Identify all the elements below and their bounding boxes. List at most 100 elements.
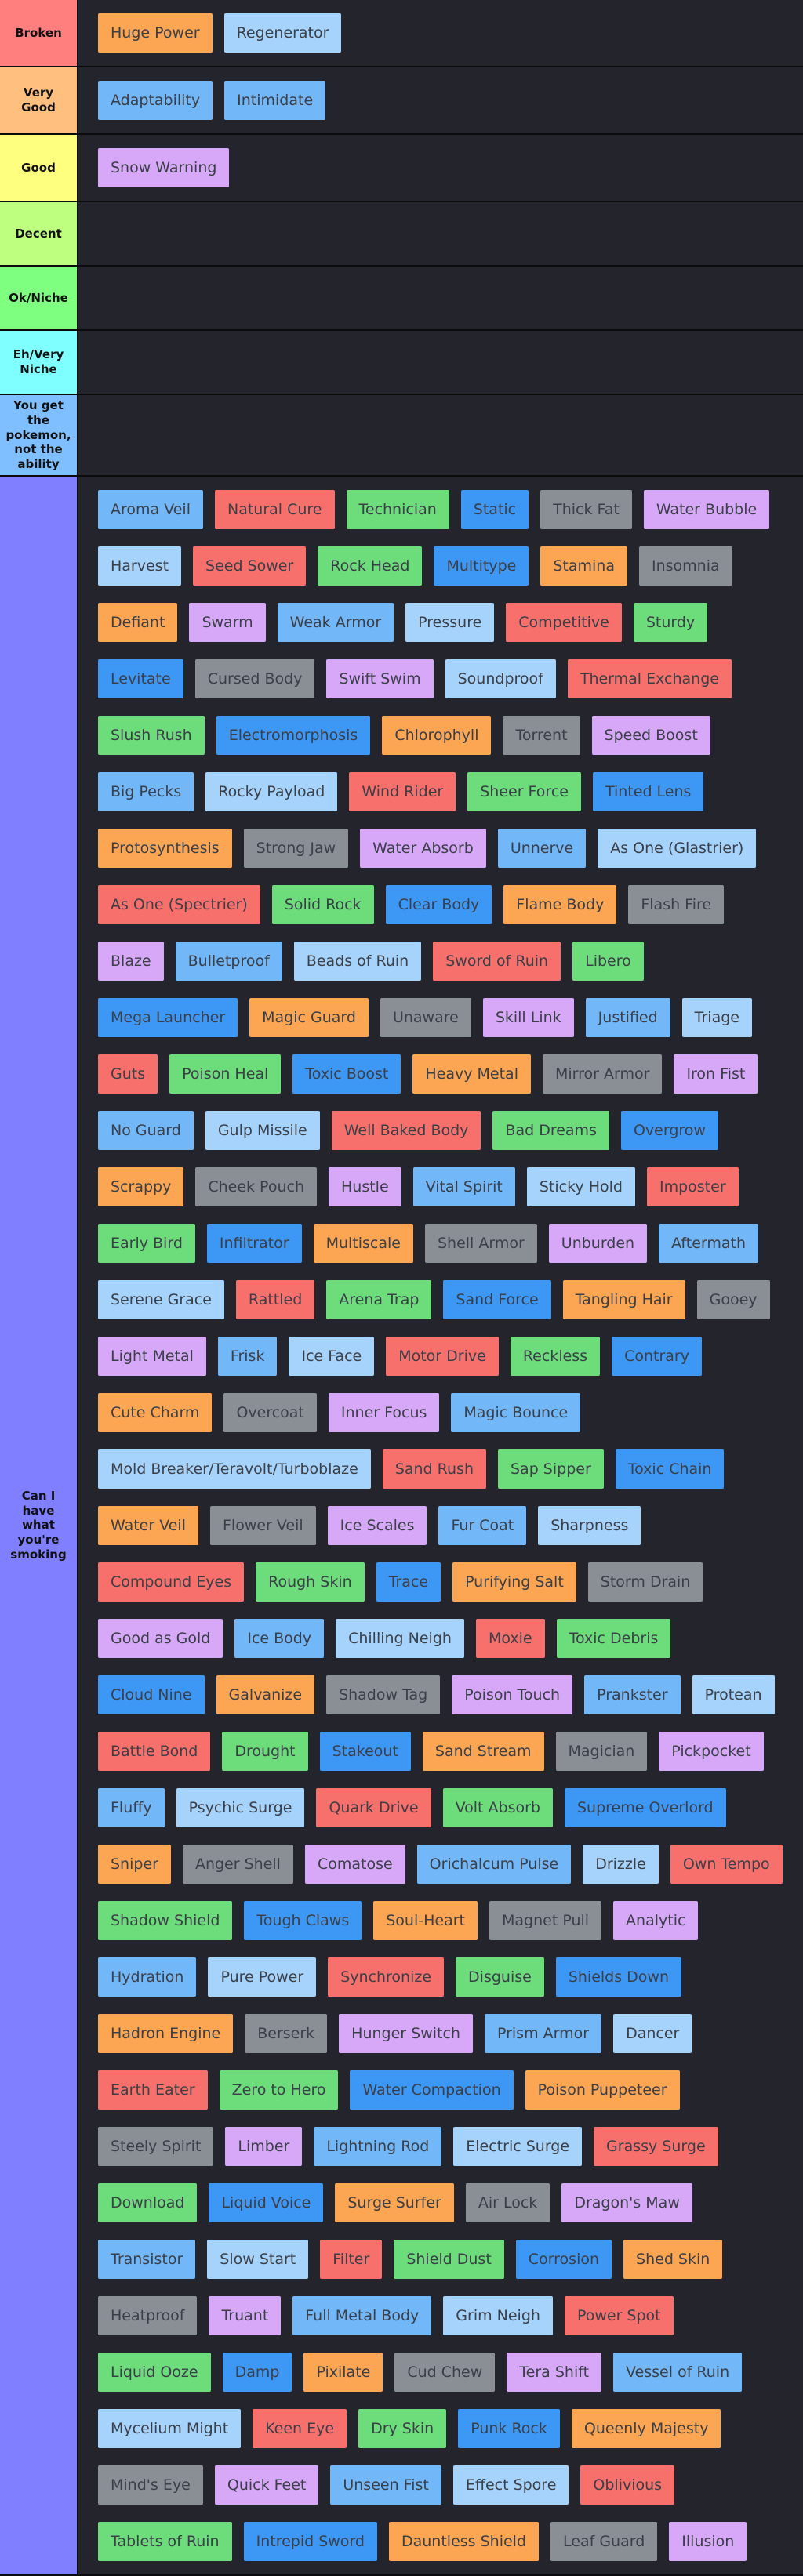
ability-chip[interactable]: Tinted Lens: [592, 771, 704, 811]
ability-chip[interactable]: Ice Face: [289, 1336, 375, 1376]
ability-chip[interactable]: Swarm: [189, 602, 266, 642]
ability-chip[interactable]: Liquid Ooze: [98, 2352, 211, 2392]
ability-chip[interactable]: Inner Focus: [328, 1392, 440, 1432]
ability-chip[interactable]: Shadow Shield: [98, 1900, 233, 1940]
ability-chip[interactable]: Iron Fist: [674, 1054, 758, 1094]
ability-chip[interactable]: Shields Down: [555, 1957, 681, 1997]
ability-chip[interactable]: Soundproof: [445, 659, 556, 698]
ability-chip[interactable]: Water Absorb: [360, 828, 486, 868]
ability-chip[interactable]: Mycelium Might: [98, 2408, 242, 2448]
ability-chip[interactable]: Synchronize: [328, 1957, 445, 1997]
ability-chip[interactable]: Fluffy: [98, 1787, 165, 1827]
ability-chip[interactable]: Unseen Fist: [330, 2465, 441, 2505]
ability-chip[interactable]: Trace: [376, 1562, 441, 1602]
ability-chip[interactable]: Electric Surge: [453, 2126, 583, 2166]
ability-chip[interactable]: Mirror Armor: [542, 1054, 663, 1094]
ability-chip[interactable]: Adaptability: [98, 81, 213, 120]
ability-chip[interactable]: Shadow Tag: [326, 1674, 441, 1714]
ability-chip[interactable]: Cloud Nine: [98, 1674, 205, 1714]
ability-chip[interactable]: Sand Rush: [382, 1449, 486, 1489]
ability-chip[interactable]: Heatproof: [98, 2295, 198, 2335]
ability-chip[interactable]: Psychic Surge: [176, 1787, 305, 1827]
ability-chip[interactable]: Limber: [225, 2126, 303, 2166]
ability-chip[interactable]: Water Compaction: [350, 2070, 514, 2110]
ability-chip[interactable]: Bulletproof: [175, 941, 282, 981]
ability-chip[interactable]: Rattled: [235, 1279, 315, 1319]
ability-chip[interactable]: Protosynthesis: [98, 828, 232, 868]
ability-chip[interactable]: Slow Start: [207, 2239, 309, 2279]
ability-chip[interactable]: Own Tempo: [670, 1844, 783, 1884]
ability-chip[interactable]: Vital Spirit: [412, 1166, 515, 1206]
ability-chip[interactable]: Rough Skin: [256, 1562, 365, 1602]
ability-chip[interactable]: Drought: [222, 1731, 308, 1771]
ability-chip[interactable]: Earth Eater: [98, 2070, 208, 2110]
ability-chip[interactable]: Poison Puppeteer: [525, 2070, 680, 2110]
tier-items[interactable]: Snow Warning: [78, 135, 803, 201]
tier-items[interactable]: [78, 395, 803, 475]
ability-chip[interactable]: Magician: [555, 1731, 648, 1771]
tier-items[interactable]: Aroma Veil Natural Cure Technician Static Th…: [78, 476, 803, 2574]
ability-chip[interactable]: Light Metal: [98, 1336, 206, 1376]
ability-chip[interactable]: Pickpocket: [659, 1731, 764, 1771]
ability-chip[interactable]: Intimidate: [224, 81, 326, 120]
ability-chip[interactable]: Triage: [681, 997, 752, 1037]
ability-chip[interactable]: Soul-Heart: [373, 1900, 478, 1940]
ability-chip[interactable]: Dry Skin: [358, 2408, 447, 2448]
ability-chip[interactable]: Strong Jaw: [243, 828, 349, 868]
ability-chip[interactable]: Disguise: [456, 1957, 544, 1997]
ability-chip[interactable]: Damp: [222, 2352, 292, 2392]
ability-chip[interactable]: Multitype: [434, 546, 529, 586]
ability-chip[interactable]: Imposter: [646, 1166, 739, 1206]
ability-chip[interactable]: Hunger Switch: [339, 2013, 473, 2053]
ability-chip[interactable]: Pixilate: [303, 2352, 383, 2392]
ability-chip[interactable]: Competitive: [506, 602, 622, 642]
ability-chip[interactable]: Arena Trap: [326, 1279, 432, 1319]
ability-chip[interactable]: Sap Sipper: [498, 1449, 604, 1489]
ability-chip[interactable]: Magic Guard: [249, 997, 369, 1037]
ability-chip[interactable]: Analytic: [613, 1900, 699, 1940]
ability-chip[interactable]: Sturdy: [633, 602, 708, 642]
ability-chip[interactable]: Cheek Pouch: [195, 1166, 317, 1206]
ability-chip[interactable]: Chlorophyll: [382, 715, 492, 755]
ability-chip[interactable]: Technician: [346, 489, 449, 529]
ability-chip[interactable]: Steely Spirit: [98, 2126, 214, 2166]
ability-chip[interactable]: Sand Force: [443, 1279, 551, 1319]
ability-chip[interactable]: Liquid Voice: [209, 2182, 324, 2222]
ability-chip[interactable]: Insomnia: [638, 546, 732, 586]
ability-chip[interactable]: Full Metal Body: [292, 2295, 432, 2335]
ability-chip[interactable]: Big Pecks: [98, 771, 194, 811]
tier-items[interactable]: Huge Power Regenerator: [78, 0, 803, 66]
ability-chip[interactable]: Torrent: [503, 715, 580, 755]
ability-chip[interactable]: Sheer Force: [467, 771, 581, 811]
ability-chip[interactable]: Shell Armor: [424, 1223, 537, 1263]
ability-chip[interactable]: Aroma Veil: [98, 489, 203, 529]
ability-chip[interactable]: Leaf Guard: [550, 2521, 658, 2561]
ability-chip[interactable]: Supreme Overlord: [564, 1787, 726, 1827]
ability-chip[interactable]: Cute Charm: [98, 1392, 213, 1432]
ability-chip[interactable]: Contrary: [612, 1336, 702, 1376]
ability-chip[interactable]: Blaze: [98, 941, 164, 981]
ability-chip[interactable]: Tera Shift: [507, 2352, 602, 2392]
ability-chip[interactable]: Toxic Debris: [556, 1618, 671, 1658]
ability-chip[interactable]: Punk Rock: [458, 2408, 560, 2448]
ability-chip[interactable]: Huge Power: [98, 13, 213, 53]
ability-chip[interactable]: Thermal Exchange: [567, 659, 732, 698]
ability-chip[interactable]: Stakeout: [319, 1731, 411, 1771]
ability-chip[interactable]: Hydration: [98, 1957, 197, 1997]
ability-chip[interactable]: Rocky Payload: [205, 771, 338, 811]
ability-chip[interactable]: Unnerve: [497, 828, 587, 868]
ability-chip[interactable]: Harvest: [98, 546, 182, 586]
ability-chip[interactable]: Natural Cure: [214, 489, 335, 529]
ability-chip[interactable]: Hadron Engine: [98, 2013, 234, 2053]
ability-chip[interactable]: Moxie: [475, 1618, 545, 1658]
ability-chip[interactable]: Multiscale: [313, 1223, 413, 1263]
ability-chip[interactable]: Protean: [692, 1674, 775, 1714]
ability-chip[interactable]: Toxic Chain: [615, 1449, 725, 1489]
ability-chip[interactable]: Anger Shell: [182, 1844, 293, 1884]
ability-chip[interactable]: Effect Spore: [452, 2465, 569, 2505]
ability-chip[interactable]: Drizzle: [583, 1844, 659, 1884]
ability-chip[interactable]: Purifying Salt: [452, 1562, 576, 1602]
ability-chip[interactable]: Mind's Eye: [98, 2465, 203, 2505]
ability-chip[interactable]: Hustle: [329, 1166, 402, 1206]
ability-chip[interactable]: Intrepid Sword: [243, 2521, 377, 2561]
